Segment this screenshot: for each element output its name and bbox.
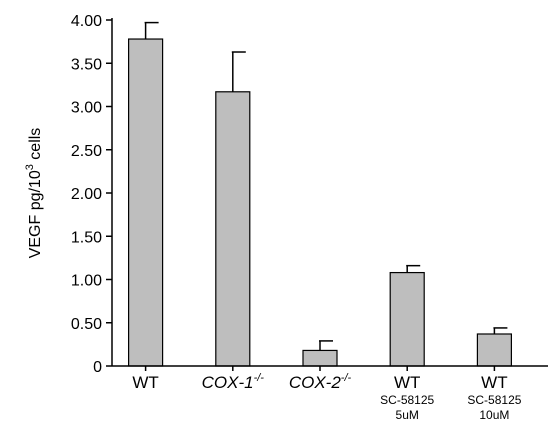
bar <box>476 333 512 367</box>
y-tick-label: 1.50 <box>71 229 102 246</box>
y-tick-label: 4.00 <box>71 13 102 30</box>
x-tick-label-base: COX-1 <box>202 373 254 392</box>
x-axis: WT COX-1-/- COX-2-/- WTSC-581255uMWTSC-5812… <box>112 365 548 422</box>
x-tick-label: WT <box>132 373 158 392</box>
bar <box>128 38 164 367</box>
x-tick-label-superscript: -/- <box>254 372 265 384</box>
x-tick-label-base: WT <box>394 373 420 392</box>
y-axis-label-prefix: VEGF pg/10 <box>27 170 44 258</box>
y-axis-label-suffix: cells <box>27 128 44 164</box>
x-tick-label-base: WT <box>132 373 158 392</box>
x-tick-label-superscript: -/- <box>341 372 352 384</box>
y-tick-label: 3.50 <box>71 56 102 73</box>
y-tick-label: 0 <box>93 359 102 376</box>
x-tick-sublabel: 5uM <box>396 408 419 422</box>
x-tick-label: WT <box>481 373 507 392</box>
x-tick-sublabel: SC-58125 <box>467 393 521 407</box>
x-tick-label: COX-2-/- <box>289 372 352 392</box>
x-tick-sublabel: 10uM <box>479 408 509 422</box>
y-axis: 0 0.50 1.00 1.50 2.00 2.50 3.00 3.50 4.00 <box>71 13 113 376</box>
bars-group <box>128 21 512 367</box>
x-tick-label-base: COX-2 <box>289 373 342 392</box>
bar <box>215 91 251 367</box>
y-tick-label: 3.00 <box>71 100 102 117</box>
x-tick-label: WT <box>394 373 420 392</box>
x-tick-sublabel: SC-58125 <box>380 393 434 407</box>
y-tick-label: 2.00 <box>71 186 102 203</box>
x-tick-label-base: WT <box>481 373 507 392</box>
y-tick-label: 1.00 <box>71 273 102 290</box>
y-axis-label-superscript: 3 <box>24 164 36 170</box>
y-tick-label: 0.50 <box>71 316 102 333</box>
bar <box>302 349 338 367</box>
bar <box>389 271 425 367</box>
y-tick-label: 2.50 <box>71 143 102 160</box>
y-axis-label: VEGF pg/103 cells <box>24 128 44 259</box>
x-tick-label: COX-1-/- <box>202 372 265 392</box>
